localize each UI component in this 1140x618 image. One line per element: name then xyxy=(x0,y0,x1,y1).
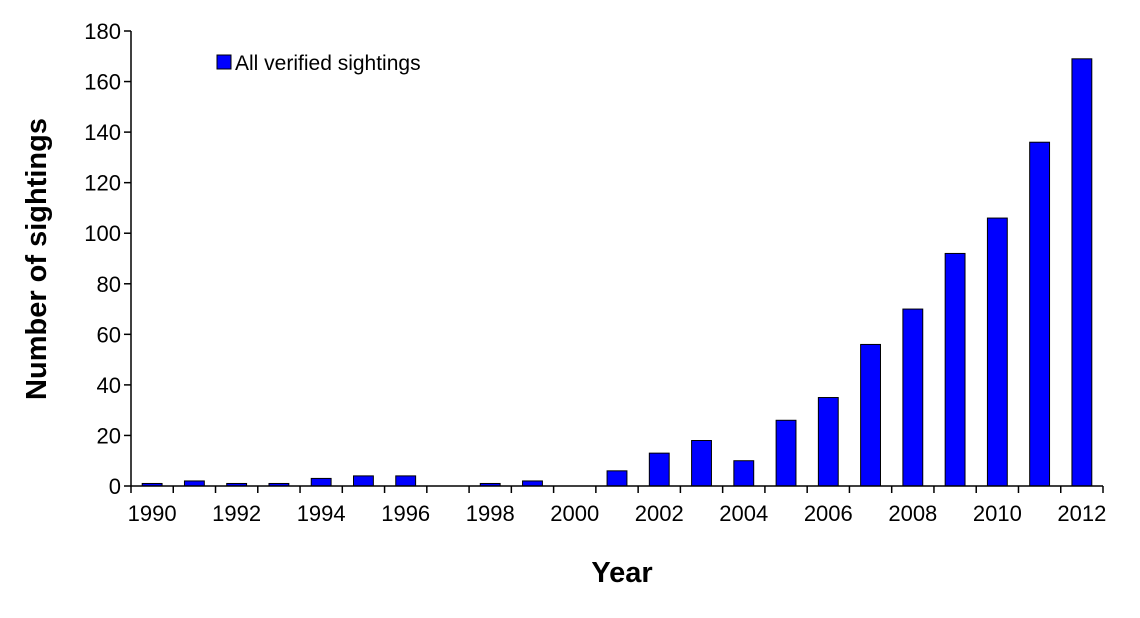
y-tick-label: 0 xyxy=(109,474,121,499)
y-tick-label: 80 xyxy=(97,272,121,297)
bar-2011 xyxy=(1029,141,1051,487)
x-axis-title: Year xyxy=(591,557,652,589)
legend-label: All verified sightings xyxy=(235,52,421,75)
bar-2007 xyxy=(860,343,881,487)
bars-group xyxy=(141,58,1093,487)
bar-2002 xyxy=(648,452,670,487)
x-tick-label: 2004 xyxy=(719,501,768,526)
bar-2005 xyxy=(775,419,797,487)
bar-1999 xyxy=(522,480,543,487)
bar-1995 xyxy=(353,475,374,487)
x-tick-label: 2000 xyxy=(550,501,599,526)
x-tick-label: 2008 xyxy=(888,501,937,526)
x-axis-ticks: 1990 1992 1994 1996 1998 2000 2002 2004 2006 2008… xyxy=(128,486,1106,526)
bar-1996 xyxy=(395,475,417,487)
bar-2003 xyxy=(691,440,712,487)
x-tick-label: 2010 xyxy=(973,501,1022,526)
y-axis-ticks: 0 20 40 60 80 100 120 140 160 180 xyxy=(84,19,131,499)
y-tick-label: 40 xyxy=(97,373,121,398)
y-tick-label: 180 xyxy=(84,19,121,44)
y-tick-label: 100 xyxy=(84,221,121,246)
y-axis-title: Number of sightings xyxy=(21,118,53,400)
y-tick-label: 120 xyxy=(84,171,121,196)
bar-2008 xyxy=(902,308,924,487)
bar-1994 xyxy=(310,477,332,487)
x-tick-label: 1992 xyxy=(212,501,261,526)
bar-2009 xyxy=(944,252,966,487)
y-tick-label: 20 xyxy=(97,423,121,448)
y-tick-label: 160 xyxy=(84,70,121,95)
x-tick-label: 1994 xyxy=(297,501,346,526)
bar-2001 xyxy=(606,470,628,487)
x-tick-label: 2006 xyxy=(804,501,853,526)
x-tick-label: 2002 xyxy=(635,501,684,526)
x-tick-label: 1998 xyxy=(466,501,515,526)
y-tick-label: 60 xyxy=(97,322,121,347)
bar-2004 xyxy=(733,460,755,487)
y-tick-label: 140 xyxy=(84,120,121,145)
bar-2010 xyxy=(986,217,1008,487)
bar-2012 xyxy=(1071,58,1093,487)
legend-swatch xyxy=(216,54,232,70)
bar-2006 xyxy=(817,397,839,487)
axes-group xyxy=(130,31,1103,487)
x-tick-label: 1990 xyxy=(128,501,177,526)
x-tick-label: 1996 xyxy=(381,501,430,526)
legend: All verified sightings xyxy=(216,52,421,75)
x-tick-label: 2012 xyxy=(1057,501,1106,526)
bar-1991 xyxy=(183,480,205,487)
